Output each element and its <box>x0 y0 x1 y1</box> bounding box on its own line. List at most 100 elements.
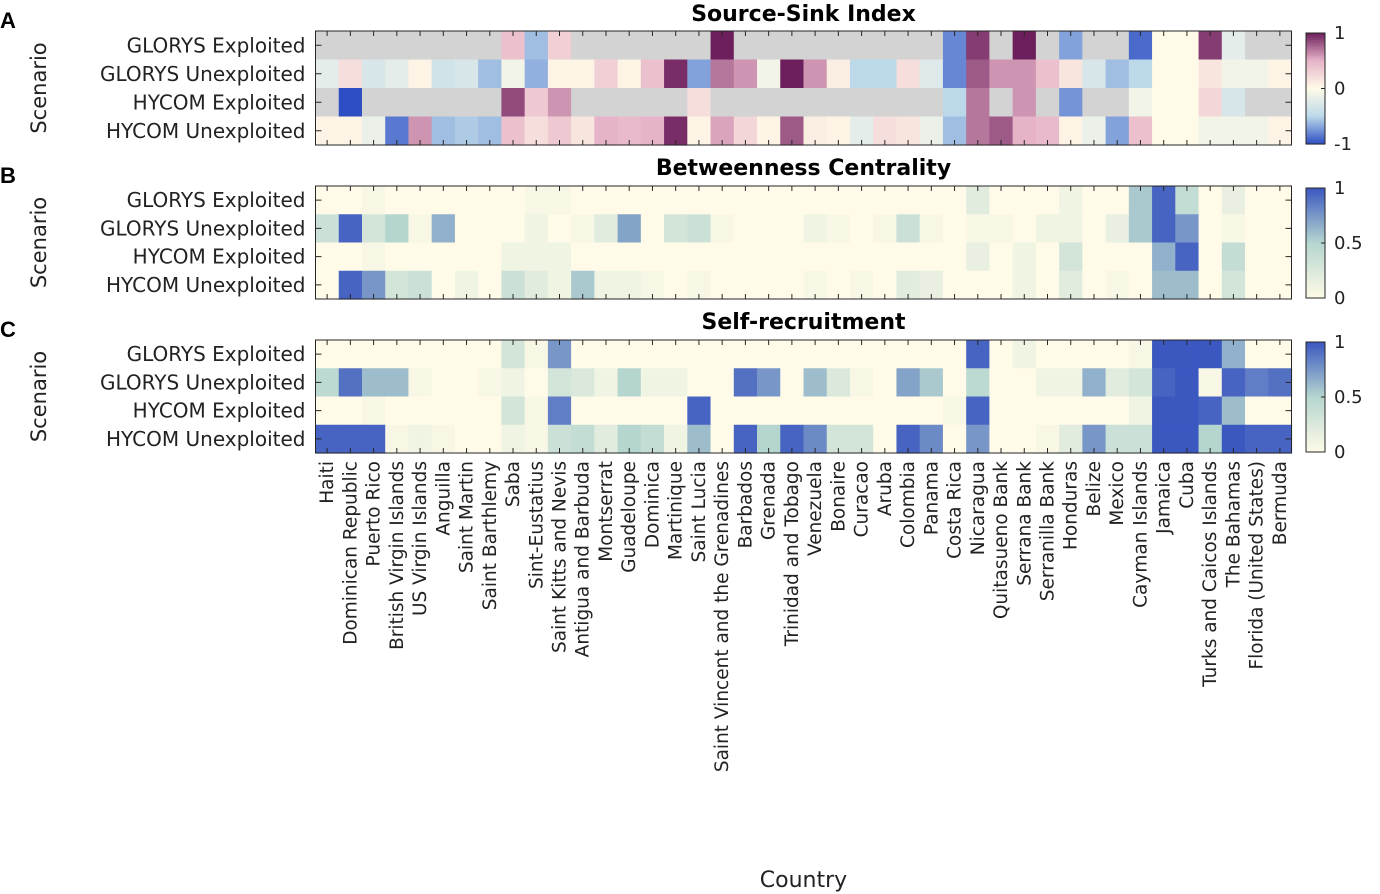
heatmap-cell <box>966 116 991 146</box>
colorbar-swatch <box>1306 104 1325 108</box>
colorbar-swatch <box>1306 113 1325 117</box>
x-tick-label: Florida (United States) <box>1247 461 1268 670</box>
heatmap-cell <box>966 59 991 89</box>
heatmap-cell <box>710 59 735 89</box>
panel-a-title: Source-Sink Index <box>691 2 916 27</box>
heatmap-cell <box>501 186 526 215</box>
heatmap-cell <box>687 242 712 272</box>
heatmap-cell <box>757 59 781 89</box>
heatmap-cell <box>385 270 410 300</box>
heatmap-cell <box>1268 424 1293 454</box>
heatmap-cell <box>966 31 991 61</box>
row-label: HYCOM Unexploited <box>106 273 305 297</box>
heatmap-cell <box>1105 214 1130 244</box>
x-tick-label: Jamaica <box>1154 461 1175 535</box>
heatmap-cell <box>757 31 781 61</box>
heatmap-cell <box>478 31 503 61</box>
heatmap-cell <box>315 242 340 272</box>
heatmap-cell <box>873 214 898 244</box>
x-tick-label: Montserrat <box>596 461 617 562</box>
heatmap-cell <box>849 59 874 89</box>
heatmap-cell <box>873 186 898 215</box>
heatmap-cell <box>594 59 619 89</box>
heatmap-cell <box>1152 214 1176 244</box>
heatmap-cell <box>524 214 549 244</box>
heatmap-cell <box>547 270 572 300</box>
x-tick-label: Mexico <box>1107 461 1128 526</box>
heatmap-cell <box>1128 88 1153 118</box>
heatmap-cell <box>710 88 735 118</box>
heatmap-cell <box>454 186 479 215</box>
heatmap-cell <box>640 270 665 300</box>
heatmap-cell <box>1105 186 1130 215</box>
heatmap-cell <box>733 116 758 146</box>
heatmap-cell <box>989 214 1014 244</box>
x-tick-label: Saint Martin <box>457 461 478 573</box>
colorbar-swatch <box>1306 190 1325 194</box>
colorbar-swatch <box>1306 399 1325 403</box>
heatmap-cell <box>1268 116 1293 146</box>
heatmap-cell <box>594 340 619 369</box>
heatmap-cell <box>1059 31 1083 61</box>
heatmap-cell <box>1198 116 1223 146</box>
heatmap-cell <box>1012 116 1037 146</box>
heatmap-cell <box>919 214 944 244</box>
row-label: HYCOM Exploited <box>133 245 306 269</box>
heatmap-cell <box>664 340 688 369</box>
heatmap-cell <box>408 396 433 426</box>
heatmap-cell <box>547 242 572 272</box>
heatmap-cell <box>1268 242 1293 272</box>
panel-b-title: Betweenness Centrality <box>656 156 951 181</box>
colorbar-swatch <box>1306 100 1325 103</box>
heatmap-cell <box>710 116 735 146</box>
heatmap-cell <box>710 368 735 398</box>
row-label: GLORYS Unexploited <box>100 216 306 240</box>
heatmap-cell <box>942 424 967 454</box>
heatmap-cell <box>1245 116 1269 146</box>
colorbar-swatch <box>1306 60 1325 64</box>
heatmap-cell <box>1245 186 1269 215</box>
heatmap-cell <box>338 214 363 244</box>
heatmap-cell <box>315 116 340 146</box>
heatmap-cell <box>1128 242 1153 272</box>
heatmap-cell <box>524 270 549 300</box>
colorbar-swatch <box>1306 449 1325 453</box>
heatmap-cell <box>966 368 991 398</box>
heatmap-cell <box>757 186 781 215</box>
heatmap-cell <box>849 31 874 61</box>
heatmap-cell <box>640 59 665 89</box>
heatmap-cell <box>1175 88 1200 118</box>
x-tick-label: Dominican Republic <box>340 461 361 645</box>
heatmap-cell <box>803 396 828 426</box>
heatmap-cell <box>338 270 363 300</box>
heatmap-cell <box>757 242 781 272</box>
heatmap-cell <box>431 31 456 61</box>
heatmap-cell <box>966 396 991 426</box>
colorbar-swatch <box>1306 194 1325 198</box>
panel-b-ylabel: Scenario <box>27 197 51 288</box>
heatmap-cell <box>408 214 433 244</box>
heatmap-cell <box>966 186 991 215</box>
heatmap-cell <box>1175 214 1200 244</box>
colorbar-swatch <box>1306 383 1325 387</box>
heatmap-cell <box>733 270 758 300</box>
heatmap-cell <box>1198 59 1223 89</box>
heatmap-cell <box>1012 424 1037 454</box>
heatmap-cell <box>478 116 503 146</box>
colorbar-swatch <box>1306 240 1325 244</box>
heatmap-cell <box>687 368 712 398</box>
heatmap-cell <box>524 88 549 118</box>
heatmap-cell <box>826 88 851 118</box>
heatmap-cell <box>733 242 758 272</box>
heatmap-cell <box>1082 242 1107 272</box>
heatmap-cell <box>733 424 758 454</box>
heatmap-cell <box>710 214 735 244</box>
heatmap-cell <box>1152 59 1176 89</box>
colorbar-swatch <box>1306 295 1325 299</box>
x-tick-label: Haiti <box>317 461 338 504</box>
heatmap-cell <box>1198 186 1223 215</box>
heatmap-cell <box>1128 424 1153 454</box>
heatmap-cell <box>1221 186 1246 215</box>
colorbar-swatch <box>1306 417 1325 421</box>
heatmap-cell <box>757 424 781 454</box>
